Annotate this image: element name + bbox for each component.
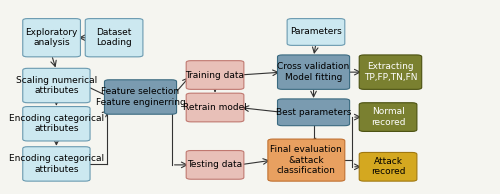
Text: Feature selection
Feature enginerring: Feature selection Feature enginerring — [96, 87, 186, 107]
Text: Scaling numerical
attributes: Scaling numerical attributes — [16, 76, 97, 95]
Text: Training data: Training data — [186, 70, 244, 80]
Text: Best parameters: Best parameters — [276, 108, 351, 117]
Text: Extracting
TP,FP,TN,FN: Extracting TP,FP,TN,FN — [364, 62, 417, 82]
Text: Normal
recored: Normal recored — [371, 107, 406, 127]
FancyBboxPatch shape — [186, 61, 244, 89]
FancyBboxPatch shape — [278, 99, 349, 126]
Text: Exploratory
analysis: Exploratory analysis — [26, 28, 78, 47]
Text: Parameters: Parameters — [290, 28, 342, 36]
FancyBboxPatch shape — [23, 68, 90, 103]
FancyBboxPatch shape — [186, 151, 244, 179]
Text: Attack
recored: Attack recored — [371, 157, 406, 177]
Text: Encoding categorical
attributes: Encoding categorical attributes — [9, 154, 104, 174]
FancyBboxPatch shape — [359, 103, 417, 131]
Text: Final evaluation
&attack
classification: Final evaluation &attack classification — [270, 145, 342, 175]
FancyBboxPatch shape — [287, 19, 345, 45]
FancyBboxPatch shape — [23, 107, 90, 141]
Text: Encoding categorical
attributes: Encoding categorical attributes — [9, 114, 104, 133]
Text: Dataset
Loading: Dataset Loading — [96, 28, 132, 47]
FancyBboxPatch shape — [278, 55, 349, 89]
FancyBboxPatch shape — [23, 147, 90, 181]
FancyBboxPatch shape — [359, 152, 417, 181]
Text: Testing data: Testing data — [188, 160, 242, 169]
FancyBboxPatch shape — [268, 139, 345, 181]
FancyBboxPatch shape — [23, 19, 80, 57]
Text: Cross validation
Model fitting: Cross validation Model fitting — [278, 62, 349, 82]
FancyBboxPatch shape — [104, 80, 176, 114]
FancyBboxPatch shape — [359, 55, 422, 89]
Text: Retrain model: Retrain model — [183, 103, 247, 112]
FancyBboxPatch shape — [186, 93, 244, 122]
FancyBboxPatch shape — [85, 19, 143, 57]
